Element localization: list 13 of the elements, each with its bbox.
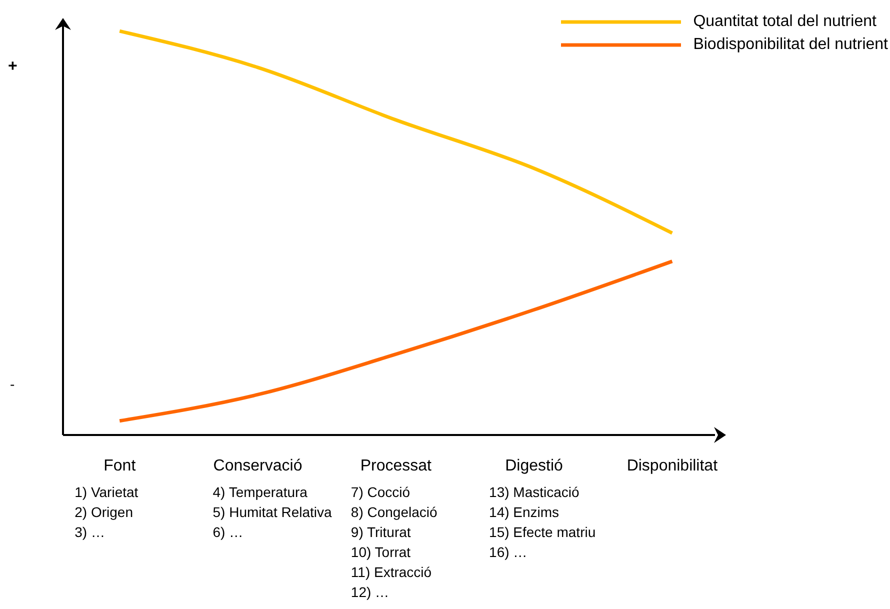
text: - [10,376,15,392]
text: 13) Masticació 14) Enzims 15) Efecte matriu 16) … [489,483,596,562]
text: + [8,58,18,76]
x-tick-label: Processat [360,457,432,474]
x-tick-label: Digestió [505,457,564,474]
x-tick-label: Conservació [213,457,302,474]
text: Quantitat total del nutrient [693,12,876,30]
text: Biodisponibilitat del nutrient [693,36,888,54]
text: 4) Temperatura 5) Humitat Relativa 6) … [212,483,332,542]
x-tick-label: Disponibilitat [626,457,718,474]
text: 7) Cocció 8) Congelació 9) Triturat 10) Torrat 11) Extracció 12) … [350,483,438,602]
x-tick-label: Font [104,457,136,474]
text: 1) Varietat 2) Origen 3) … [74,483,138,542]
